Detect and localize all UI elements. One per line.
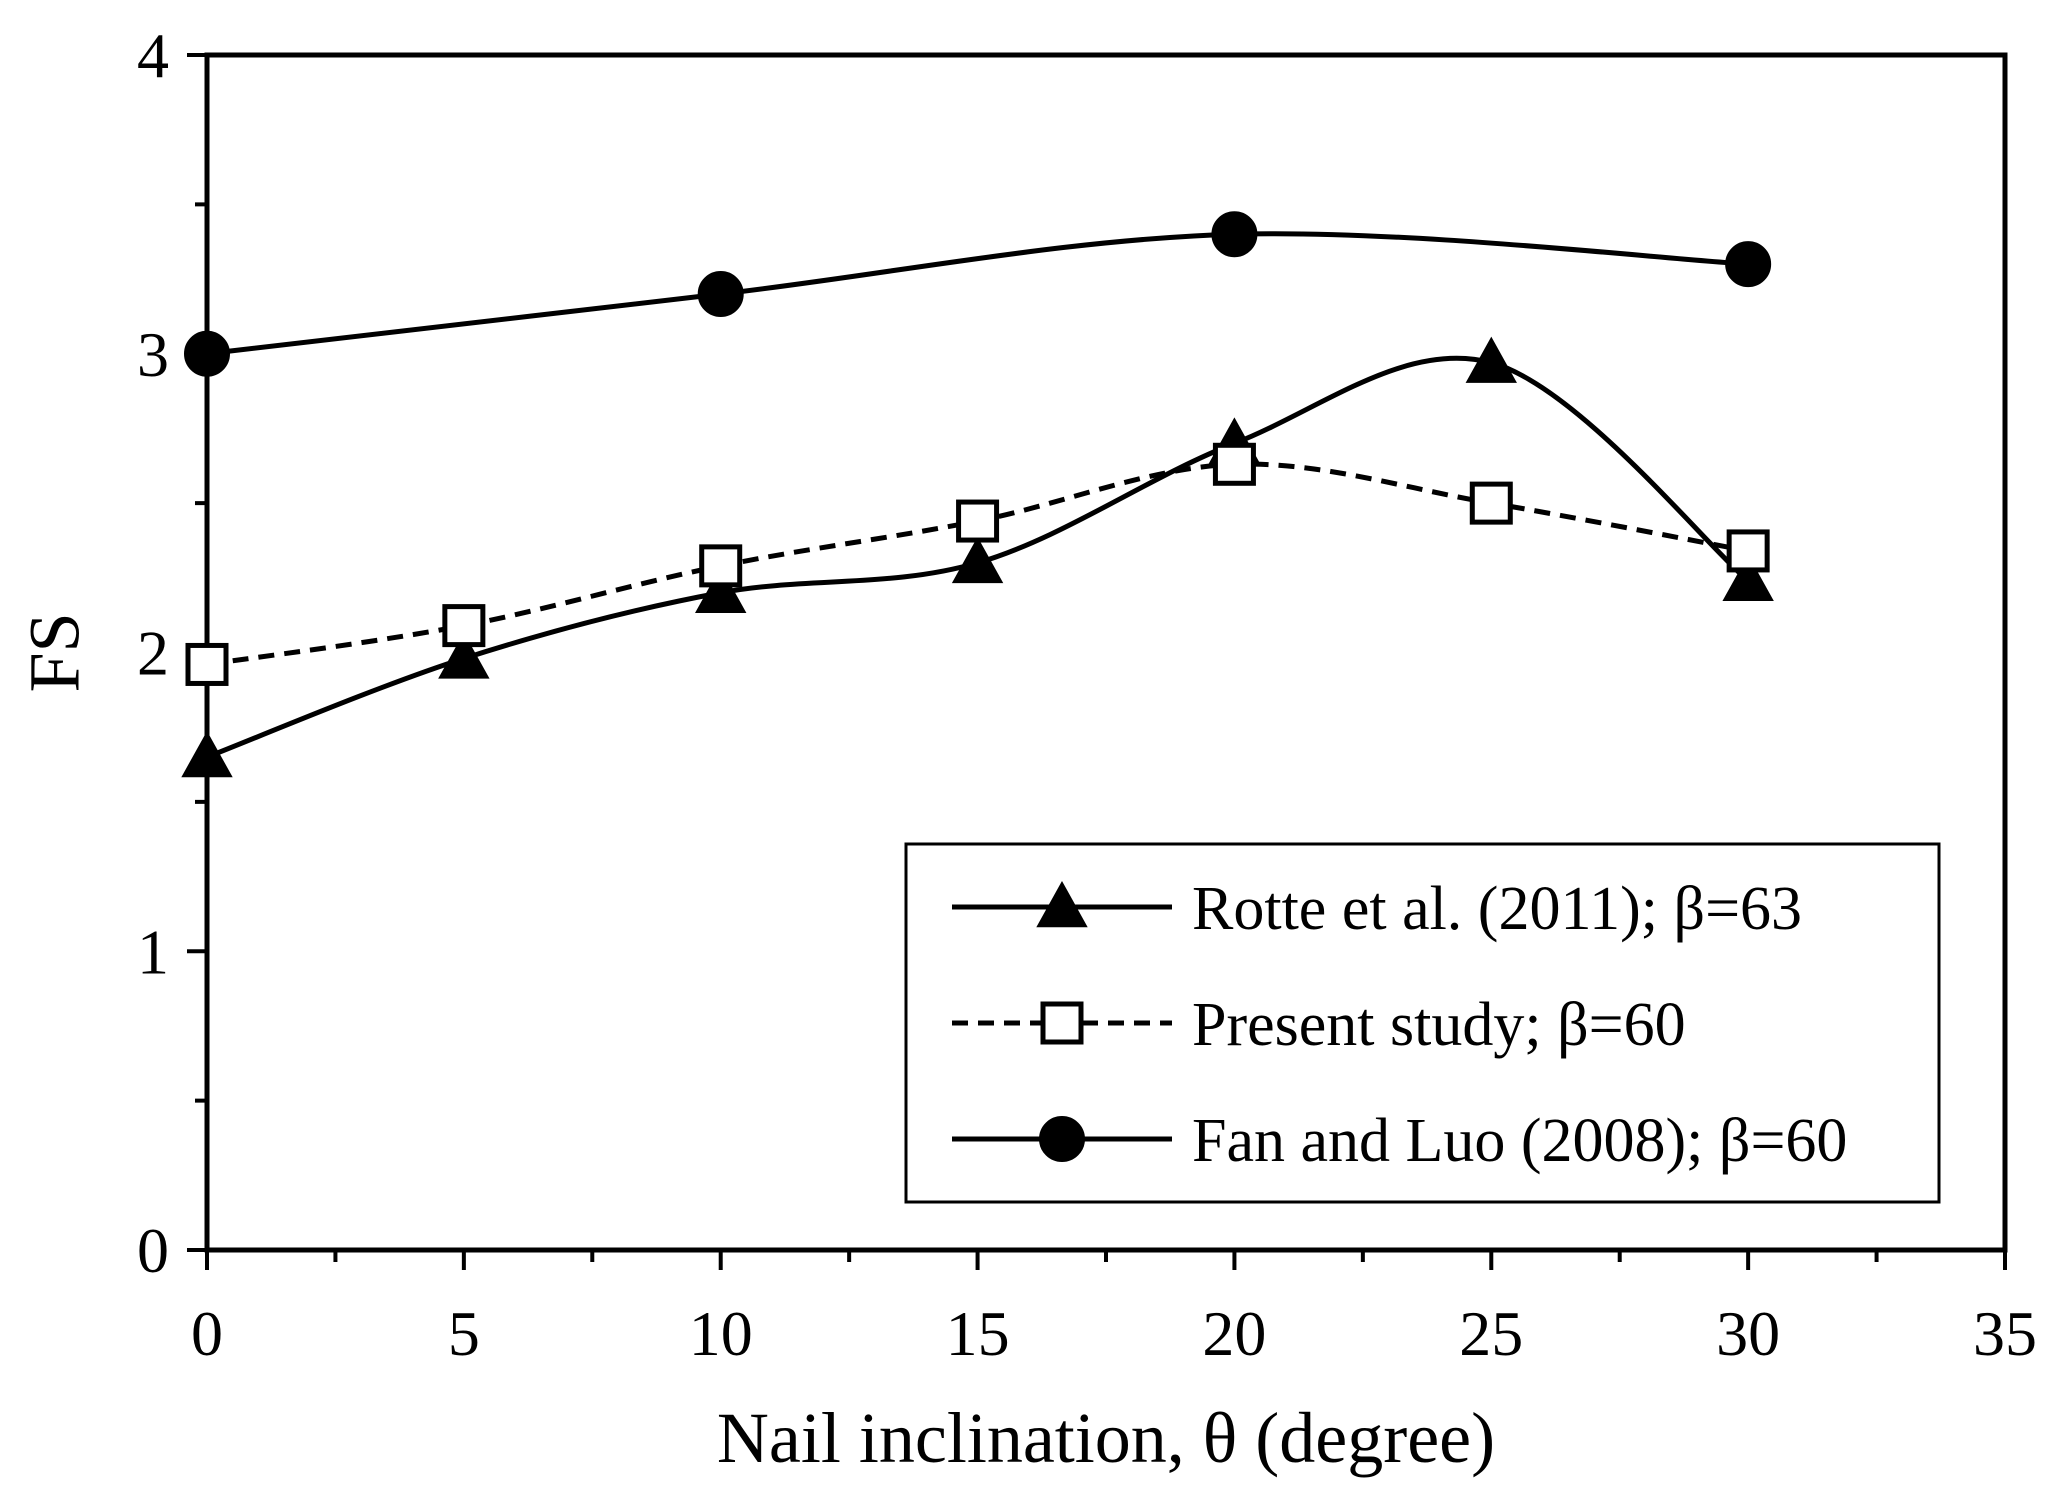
square-marker [1212, 442, 1256, 486]
triangle-marker [438, 632, 490, 679]
square-marker [1726, 529, 1770, 573]
x-tick-label: 5 [448, 1298, 480, 1369]
square-marker [699, 544, 743, 588]
legend-circle-marker [1039, 1116, 1085, 1162]
circle-marker [1725, 241, 1772, 288]
x-tick-label: 20 [1202, 1298, 1266, 1369]
triangle-marker [181, 731, 233, 778]
x-tick-label: 30 [1716, 1298, 1780, 1369]
y-tick-label: 3 [137, 319, 169, 390]
legend-entry: Fan and Luo (2008); β=60 [952, 1107, 1847, 1175]
series-2 [185, 442, 1770, 686]
square-marker [442, 604, 486, 648]
series-line [206, 231, 1749, 357]
circle-marker [1211, 211, 1258, 258]
series-layer [181, 211, 1774, 778]
y-tick-label: 2 [137, 618, 169, 689]
x-tick-label: 25 [1459, 1298, 1523, 1369]
series-3 [184, 211, 1772, 377]
legend-label: Present study; β=60 [1192, 991, 1686, 1059]
legend-entry: Rotte et al. (2011); β=63 [952, 875, 1802, 943]
circle-marker [697, 271, 744, 317]
square-marker [1469, 481, 1513, 525]
triangle-marker [1465, 336, 1517, 383]
triangle-marker [951, 536, 1004, 584]
legend-triangle-marker [1036, 880, 1088, 928]
x-tick-label: 35 [1973, 1298, 2037, 1369]
x-tick-label: 15 [946, 1298, 1010, 1369]
y-tick-label: 0 [137, 1215, 169, 1286]
y-tick-label: 1 [137, 916, 169, 987]
legend-label: Fan and Luo (2008); β=60 [1192, 1107, 1847, 1175]
square-marker [185, 642, 229, 686]
legend-label: Rotte et al. (2011); β=63 [1192, 875, 1802, 943]
axis-tick-labels: 0 5 10 15 20 25 30 35 0 1 2 3 4 [137, 20, 2037, 1369]
legend-square-marker [1040, 1001, 1084, 1045]
y-tick-label: 4 [137, 20, 169, 91]
triangle-marker [695, 566, 747, 613]
legend: Rotte et al. (2011); β=63 Present study; … [904, 842, 1941, 1204]
legend-entry: Present study; β=60 [952, 991, 1686, 1059]
triangle-marker [1722, 554, 1774, 601]
circle-marker [184, 330, 230, 377]
x-axis-title: Nail inclination, θ (degree) [717, 1398, 1495, 1478]
square-marker [956, 499, 1000, 543]
series-1 [181, 336, 1774, 778]
x-tick-label: 0 [191, 1298, 223, 1369]
x-tick-label: 10 [689, 1298, 753, 1369]
y-axis-title: FS [15, 612, 95, 692]
